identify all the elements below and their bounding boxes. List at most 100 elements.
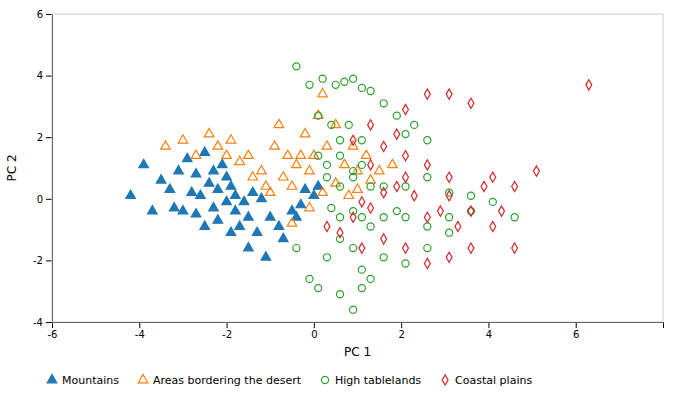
point — [402, 183, 409, 190]
point — [213, 215, 223, 223]
tick-mark — [46, 76, 52, 77]
point — [358, 214, 365, 221]
point — [274, 119, 284, 127]
point — [512, 181, 518, 191]
point — [283, 150, 293, 158]
point — [489, 198, 496, 205]
point — [424, 245, 431, 252]
point — [512, 243, 518, 253]
point — [322, 141, 332, 149]
point — [244, 150, 254, 158]
legend-symbol — [47, 374, 57, 382]
legend-label: Mountains — [62, 374, 119, 387]
point — [196, 190, 206, 198]
tick: -4 — [135, 322, 145, 340]
point — [446, 214, 453, 221]
point — [350, 75, 357, 82]
point — [213, 141, 223, 149]
point — [178, 206, 188, 214]
point — [209, 202, 219, 210]
legend-symbol — [442, 375, 448, 385]
point — [394, 129, 400, 139]
point — [279, 172, 289, 180]
legend-item: Mountains — [47, 374, 119, 387]
point — [446, 89, 452, 99]
point — [403, 243, 409, 253]
point — [490, 172, 496, 182]
point — [481, 181, 487, 191]
point — [200, 221, 210, 229]
point — [402, 131, 409, 138]
point — [336, 137, 343, 144]
tick-label: -4 — [135, 329, 145, 340]
point — [411, 191, 417, 201]
point — [319, 75, 326, 82]
tick: -4 — [33, 317, 52, 328]
point — [248, 187, 258, 195]
tick: 4 — [37, 70, 52, 81]
legend-label: Areas bordering the desert — [153, 374, 302, 387]
point — [174, 166, 184, 174]
series — [293, 63, 518, 313]
point — [446, 172, 452, 182]
tick: -2 — [33, 255, 52, 266]
tick-label: 0 — [37, 194, 43, 205]
point — [380, 100, 387, 107]
point — [191, 209, 201, 217]
point — [169, 202, 179, 210]
point — [261, 252, 271, 260]
tick-mark — [46, 260, 52, 261]
point — [300, 129, 310, 137]
tick-label: -6 — [48, 329, 58, 340]
point — [424, 174, 431, 181]
legend-symbol — [321, 376, 328, 383]
point — [393, 112, 400, 119]
point — [252, 227, 262, 235]
point — [446, 191, 452, 201]
point — [468, 206, 474, 216]
point — [226, 135, 236, 143]
plot-frame — [52, 14, 663, 322]
point — [403, 104, 409, 114]
point — [394, 181, 400, 191]
point — [148, 206, 158, 214]
tick: 6 — [573, 322, 579, 340]
point — [350, 135, 356, 145]
point — [446, 252, 452, 262]
series — [161, 89, 398, 227]
point — [213, 184, 223, 192]
point — [244, 212, 254, 220]
point — [191, 150, 201, 158]
point — [165, 184, 175, 192]
point — [361, 150, 371, 158]
point — [235, 221, 245, 229]
points — [126, 63, 592, 313]
point — [296, 150, 306, 158]
point — [467, 192, 474, 199]
point — [340, 159, 350, 167]
point — [332, 81, 339, 88]
point — [367, 275, 374, 282]
tick-mark — [401, 322, 402, 328]
point — [367, 223, 374, 230]
point — [336, 291, 343, 298]
tick: 6 — [37, 9, 52, 20]
point — [388, 159, 398, 167]
y-axis: -4 -2 0 2 4 6 — [33, 9, 52, 328]
tick: -2 — [222, 322, 232, 340]
point — [380, 214, 387, 221]
point — [315, 112, 322, 119]
legend-item: Areas bordering the desert — [138, 374, 301, 387]
tick: 2 — [37, 132, 52, 143]
x-axis-title: PC 1 — [344, 345, 371, 359]
point — [455, 221, 461, 231]
point — [424, 89, 430, 99]
point — [424, 223, 431, 230]
point — [381, 141, 387, 151]
tick-label: 4 — [486, 329, 492, 340]
point — [315, 152, 322, 159]
point — [328, 121, 335, 128]
axis-line — [53, 323, 664, 329]
tick-label: -2 — [222, 329, 232, 340]
point — [344, 190, 354, 198]
